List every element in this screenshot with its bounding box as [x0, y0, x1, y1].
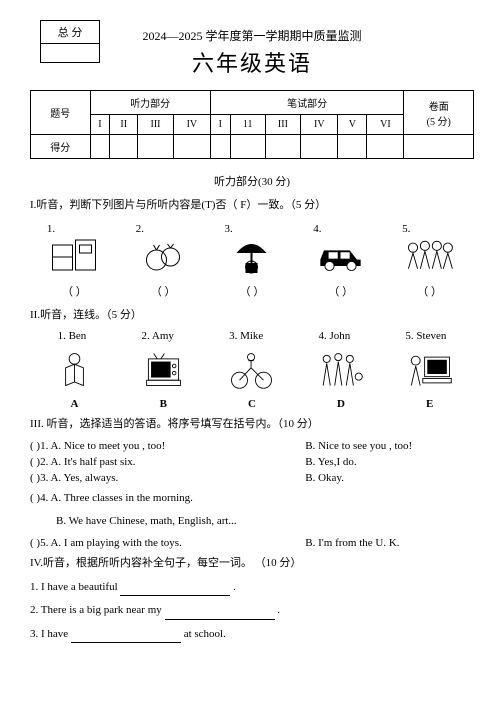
q1-images-row: 1. 2. 3. 4. 5.	[30, 223, 474, 275]
col-written: 笔试部分	[210, 91, 404, 115]
score-row: 得分	[31, 135, 474, 159]
q2-letter: C	[248, 398, 256, 410]
row-score-label: 得分	[31, 135, 91, 159]
blank	[71, 631, 181, 643]
q3-item-5: ( )5. A. I am playing with the toys. B. …	[30, 537, 474, 549]
q3-item-2: ( )2. A. It's half past six. B. Yes,I do…	[30, 456, 474, 468]
paren: （ ）	[62, 283, 87, 299]
blank	[120, 584, 230, 596]
col-listening: 听力部分	[90, 91, 210, 115]
q1-item-1: 1.	[47, 223, 102, 275]
tomatoes-icon	[136, 235, 191, 275]
q2-name: 4. John	[318, 330, 350, 342]
umbrella-icon	[224, 235, 279, 275]
q2-name: 3. Mike	[229, 330, 263, 342]
listening-section-title: 听力部分(30 分)	[30, 173, 474, 189]
car-icon	[313, 235, 368, 275]
blank	[165, 608, 275, 620]
q4-sentence-1: 1. I have a beautiful .	[30, 579, 474, 597]
children-icon	[402, 235, 457, 275]
tv-icon	[136, 350, 191, 390]
q4-sentence-2: 2. There is a big park near my .	[30, 602, 474, 620]
q1-item-5: 5.	[402, 223, 457, 275]
q2-images-row	[30, 350, 474, 390]
q2-letter: E	[426, 398, 433, 410]
q3-item-3: ( )3. A. Yes, always. B. Okay.	[30, 472, 474, 484]
paren: （ ）	[328, 283, 353, 299]
title-block: 2024—2025 学年度第一学期期中质量监测 六年级英语	[30, 27, 474, 78]
q2-letter: D	[337, 398, 345, 410]
q2-letters-row: A B C D E	[30, 398, 474, 410]
q2-prompt: II.听音，连线。（5 分）	[30, 307, 474, 325]
paren: （ ）	[417, 283, 442, 299]
main-title: 六年级英语	[30, 46, 474, 78]
q3-item-4a: ( )4. A. Three classes in the morning.	[30, 490, 474, 508]
q3-item-1: ( )1. A. Nice to meet you , too! B. Nice…	[30, 440, 474, 452]
q1-item-4: 4.	[313, 223, 368, 275]
paren: （ ）	[151, 283, 176, 299]
q1-prompt: I.听音，判断下列图片与所听内容是(T)否（ F）一致。（5 分）	[30, 197, 474, 215]
q3-prompt: III. 听音，选择适当的答语。将序号填写在括号内。（10 分）	[30, 416, 474, 434]
paren: （ ）	[240, 283, 265, 299]
q2-names-row: 1. Ben 2. Amy 3. Mike 4. John 5. Steven	[30, 330, 474, 342]
q3-item-4b: B. We have Chinese, math, English, art..…	[30, 513, 474, 531]
q2-letter: A	[71, 398, 79, 410]
q2-name: 5. Steven	[405, 330, 446, 342]
bicycle-icon	[224, 350, 279, 390]
col-paper: 卷面 (5 分)	[404, 91, 474, 135]
kitchen-icon	[47, 235, 102, 275]
subtitle: 2024—2025 学年度第一学期期中质量监测	[30, 27, 474, 44]
q2-name: 1. Ben	[58, 330, 87, 342]
q4-sentence-3: 3. I have at school.	[30, 626, 474, 644]
q2-name: 2. Amy	[141, 330, 173, 342]
col-number: 题号	[31, 91, 91, 135]
score-table: 题号 听力部分 笔试部分 卷面 (5 分) I II III IV I 11 I…	[30, 90, 474, 159]
q1-parens-row: （ ） （ ） （ ） （ ） （ ）	[30, 283, 474, 299]
reading-icon	[47, 350, 102, 390]
q1-item-3: 3.	[224, 223, 279, 275]
q2-letter: B	[160, 398, 167, 410]
q1-item-2: 2.	[136, 223, 191, 275]
playing-icon	[313, 350, 368, 390]
computer-icon	[402, 350, 457, 390]
q4-prompt: IV.听音，根据所听内容补全句子，每空一词。 （10 分）	[30, 555, 474, 573]
